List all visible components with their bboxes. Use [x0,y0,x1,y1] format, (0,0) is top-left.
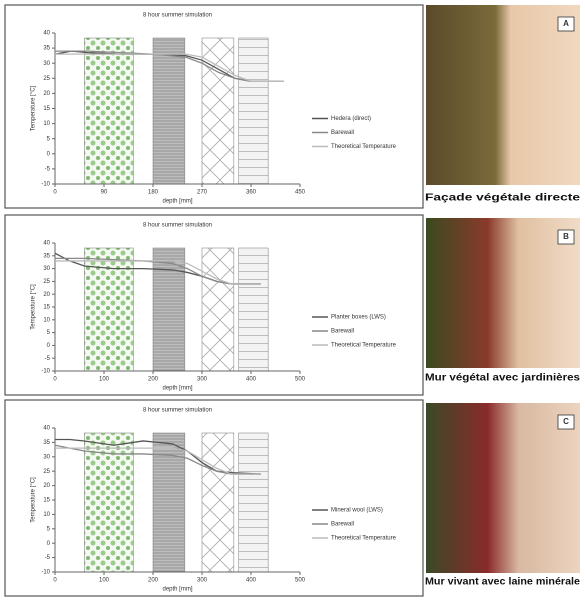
x-tick-label: 90 [101,190,108,196]
x-tick-label: 300 [197,578,208,584]
y-tick-label: 0 [47,541,51,547]
photo-letter-box [557,229,575,245]
x-axis-label: depth [mm] [162,199,192,205]
y-tick-label: 10 [43,317,50,323]
x-tick-label: 200 [148,377,159,383]
y-tick-label: 5 [47,330,51,336]
photo-letter-box [557,16,575,32]
legend-label: Hedera (direct) [331,116,371,122]
x-tick-label: 0 [53,190,57,196]
y-tick-label: 15 [43,305,50,311]
legend-label: Theoretical Temperature [331,144,397,150]
legend-label: Barewall [331,130,354,136]
legend-label: Theoretical Temperature [331,343,397,349]
wall-layer [84,37,134,185]
photo-letter: A [563,19,569,28]
y-tick-label: -5 [45,356,51,362]
photo-caption: Mur végétal avec jardinières [425,373,580,384]
legend-label: Barewall [331,329,354,335]
x-tick-label: 450 [295,190,306,196]
legend-label: Mineral wool (LWS) [331,508,383,514]
wall-layer [201,247,235,372]
wall-layer [238,37,269,185]
chart-title: 8 hour summer simulation [143,13,212,19]
y-tick-label: 10 [43,121,50,127]
y-tick-label: 25 [43,76,50,82]
wall-layer [152,37,186,185]
photo [426,403,580,573]
y-tick-label: -10 [41,182,50,188]
y-tick-label: -10 [41,369,50,375]
y-tick-label: 35 [43,253,50,259]
chart-title: 8 hour summer simulation [143,223,212,229]
wall-layer [201,432,235,573]
legend-label: Barewall [331,522,354,528]
y-tick-label: 20 [43,292,50,298]
series-line [55,260,261,285]
series-line [55,447,261,475]
photo-letter: B [563,232,569,241]
y-axis-label: Temperature [°C] [31,477,37,523]
x-tick-label: 360 [246,190,257,196]
y-tick-label: 30 [43,61,50,67]
wall-layer [84,432,134,573]
series-line [55,53,284,82]
y-axis-label: Temperature [°C] [31,284,37,330]
y-tick-label: 15 [43,106,50,112]
y-tick-label: 5 [47,136,51,142]
legend-label: Planter boxes (LWS) [331,315,386,321]
x-tick-label: 100 [99,377,110,383]
chart-title: 8 hour summer simulation [143,408,212,414]
wall-layer [238,247,269,372]
x-tick-label: 0 [53,377,57,383]
x-tick-label: 300 [197,377,208,383]
photo-letter: C [563,417,569,426]
photo-caption: Mur vivant avec laine minérale [425,577,580,588]
y-tick-label: 30 [43,266,50,272]
y-tick-label: 40 [43,31,50,37]
x-tick-label: 270 [197,190,208,196]
y-tick-label: 40 [43,241,50,247]
photo [426,218,580,368]
x-tick-label: 400 [246,377,257,383]
x-tick-label: 180 [148,190,159,196]
x-tick-label: 100 [99,578,110,584]
legend-label: Theoretical Temperature [331,536,397,542]
y-tick-label: -10 [41,570,50,576]
x-axis-label: depth [mm] [162,386,192,392]
x-tick-label: 200 [148,578,159,584]
y-tick-label: 25 [43,469,50,475]
y-tick-label: -5 [45,555,51,561]
y-tick-label: 35 [43,46,50,52]
photo-letter-box [557,414,575,430]
x-tick-label: 500 [295,377,306,383]
wall-layer [152,247,186,372]
series-line [55,50,284,82]
y-tick-label: 30 [43,454,50,460]
wall-layer [201,37,235,185]
y-tick-label: -5 [45,166,51,172]
y-tick-label: 20 [43,91,50,97]
series-line [55,257,261,285]
x-axis-label: depth [mm] [162,587,192,593]
series-line [54,444,261,475]
wall-layer [238,432,269,573]
x-tick-label: 400 [246,578,257,584]
x-tick-label: 0 [53,578,57,584]
y-tick-label: 20 [43,483,50,489]
y-tick-label: 0 [47,151,51,157]
y-tick-label: 25 [43,279,50,285]
y-tick-label: 5 [47,526,51,532]
photo-caption: Façade végétale directe [425,193,581,204]
y-tick-label: 10 [43,512,50,518]
y-tick-label: 0 [47,343,51,349]
y-tick-label: 40 [43,426,50,432]
y-axis-label: Temperature [°C] [31,85,37,131]
photo [426,5,580,185]
y-tick-label: 35 [43,440,50,446]
wall-layer [152,432,186,573]
x-tick-label: 500 [295,578,306,584]
y-tick-label: 15 [43,498,50,504]
